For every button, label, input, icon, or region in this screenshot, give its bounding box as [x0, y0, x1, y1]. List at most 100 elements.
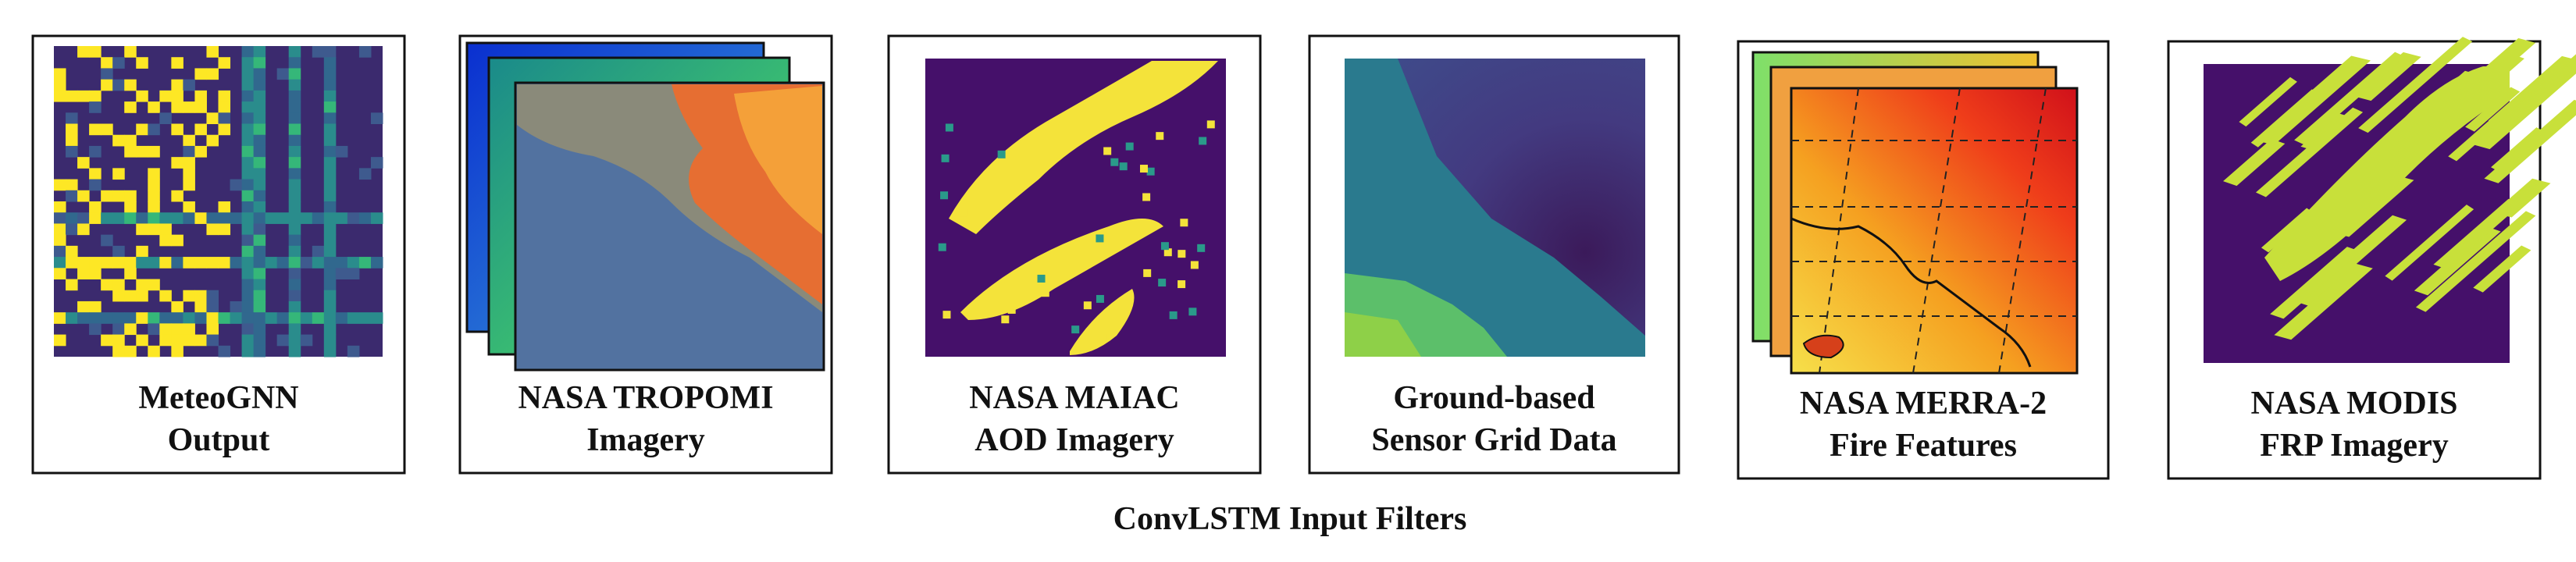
- image-cell: [241, 290, 255, 302]
- image-cell: [77, 301, 90, 313]
- image-cell: [241, 257, 255, 269]
- image-cell: [89, 312, 102, 324]
- image-cell: [241, 123, 255, 136]
- image-cell: [1096, 294, 1104, 303]
- image-cell: [206, 312, 219, 324]
- image-cell: [171, 334, 183, 347]
- image-grid: [1998, 87, 2047, 374]
- image-cell: [241, 279, 255, 291]
- image-cell: [288, 190, 301, 202]
- image-cell: [66, 112, 78, 124]
- image-cell: [124, 312, 137, 324]
- image-cell: [276, 257, 290, 269]
- image-cell: [77, 312, 90, 324]
- image-cell: [241, 57, 255, 69]
- image-cell: [1054, 131, 1063, 140]
- image-cell: [66, 312, 78, 324]
- image-cell: [241, 134, 255, 147]
- image-cell: [347, 212, 360, 224]
- image-frp: [2294, 52, 2406, 145]
- image-cell: [206, 323, 219, 336]
- image-frp: [2385, 205, 2474, 281]
- image-frp: [2415, 211, 2536, 312]
- image-cell: [194, 68, 207, 80]
- image-frp: [2255, 107, 2364, 197]
- image-cell: [288, 90, 301, 102]
- image-cell: [148, 201, 160, 213]
- image-cell: [323, 157, 337, 169]
- image-cell: [300, 334, 313, 347]
- image-frp: [2358, 37, 2473, 133]
- panel-label: NASA MAIAC: [969, 380, 1180, 416]
- image-cell: [112, 168, 125, 180]
- image-cell: [54, 245, 66, 258]
- image-cell: [148, 101, 160, 113]
- image-cell: [54, 223, 66, 236]
- image-cell: [312, 257, 325, 269]
- image-cell: [89, 145, 102, 158]
- image-cell: [183, 101, 195, 113]
- image-cell: [253, 290, 266, 302]
- image-cell: [1041, 289, 1049, 297]
- image-cell: [230, 301, 243, 313]
- image-cell: [218, 345, 231, 357]
- image-cell: [323, 290, 337, 302]
- image-cell: [335, 212, 348, 224]
- panel: MeteoGNN Output: [31, 34, 406, 475]
- image-cell: [124, 290, 137, 302]
- image-cell: [960, 208, 968, 217]
- image-cell: [241, 145, 255, 158]
- image-cell: [347, 345, 360, 357]
- image-cell: [206, 257, 219, 269]
- image-cell: [323, 57, 337, 69]
- image-cell: [241, 312, 255, 324]
- image-cell: [1180, 219, 1188, 227]
- image-cell: [159, 334, 172, 347]
- image-cell: [66, 90, 78, 102]
- image-cell: [358, 212, 372, 224]
- image-cell: [66, 134, 78, 147]
- image-cell: [66, 145, 78, 158]
- image-cell: [253, 179, 266, 191]
- panel-label: Ground-based: [1393, 380, 1594, 416]
- image-cell: [77, 190, 90, 202]
- image-cell: [148, 168, 160, 180]
- image-cell: [148, 312, 160, 324]
- image-cell: [253, 168, 266, 180]
- image-frp: [2353, 52, 2421, 101]
- image-cell: [241, 157, 255, 169]
- image-frp: [2473, 245, 2531, 293]
- image-cell: [183, 201, 195, 213]
- image-cell: [323, 112, 337, 124]
- image-cell: [171, 190, 183, 202]
- image-frp: [2264, 66, 2510, 281]
- image-cell: [288, 145, 301, 158]
- image-cell: [253, 223, 266, 236]
- image-cell: [124, 268, 137, 279]
- image-cell: [253, 157, 266, 169]
- image-fire: [734, 86, 822, 234]
- image-cell: [1001, 315, 1010, 324]
- image-cell: [159, 212, 172, 224]
- image-cell: [253, 312, 266, 324]
- image-aod: [960, 219, 1163, 320]
- image-cell: [288, 279, 301, 291]
- image-cell: [112, 134, 125, 147]
- image-cell: [940, 191, 949, 200]
- image-cell: [194, 312, 207, 324]
- image-cell: [77, 223, 90, 236]
- image-cell: [159, 290, 172, 302]
- image-cell: [370, 257, 383, 269]
- image-frp: [2465, 87, 2521, 132]
- image-cell: [159, 234, 172, 247]
- image-cell: [194, 290, 207, 302]
- image-cell: [253, 201, 266, 213]
- image-cell: [206, 334, 219, 347]
- image-cell: [288, 157, 301, 169]
- image-cell: [183, 79, 195, 91]
- image-cell: [288, 323, 301, 336]
- image-cell: [66, 123, 78, 136]
- image-cell: [112, 334, 125, 347]
- image-cell: [171, 123, 183, 136]
- image-cell: [218, 112, 231, 124]
